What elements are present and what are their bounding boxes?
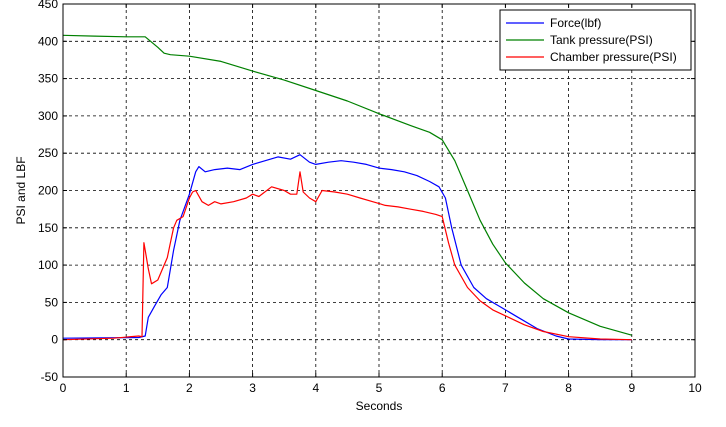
y-tick-label: 300 [38,109,58,123]
x-tick-label: 7 [502,381,509,395]
y-tick-label: 150 [38,221,58,235]
x-tick-label: 5 [376,381,383,395]
legend-label: Force(lbf) [550,16,601,30]
y-tick-label: 50 [45,295,59,309]
legend: Force(lbf) Tank pressure(PSI) Chamber pres… [499,9,692,71]
x-tick-label: 0 [60,381,67,395]
y-tick-label: 100 [38,258,58,272]
y-tick-label: -50 [41,370,59,384]
x-tick-label: 2 [186,381,193,395]
ticks: 0 1 2 3 4 5 6 7 8 9 10-500501001502002503003504004… [38,0,702,395]
y-axis-label: PSI and LBF [14,156,28,224]
series-line-2 [62,34,632,336]
y-tick-label: 350 [38,72,58,86]
y-tick-label: 0 [51,333,58,347]
series-line-1 [62,154,632,341]
x-axis-label: Seconds [356,399,403,413]
x-tick-label: 9 [628,381,635,395]
legend-label: Tank pressure(PSI) [550,33,653,47]
x-tick-label: 8 [565,381,572,395]
y-tick-label: 250 [38,146,58,160]
series-layer [62,34,632,341]
x-tick-label: 4 [312,381,319,395]
y-tick-label: 400 [38,34,58,48]
x-tick-label: 6 [439,381,446,395]
series-line-3 [62,171,632,341]
y-tick-label: 200 [38,184,58,198]
x-tick-label: 1 [123,381,130,395]
x-tick-label: 3 [249,381,256,395]
legend-label: Chamber pressure(PSI) [550,50,677,64]
x-tick-label: 10 [688,381,702,395]
y-tick-label: 450 [38,0,58,11]
